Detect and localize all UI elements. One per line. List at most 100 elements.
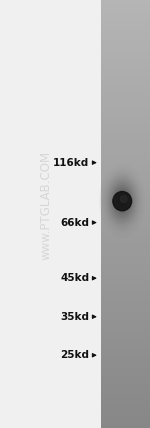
- Bar: [100, 106, 150, 111]
- Text: 25kd: 25kd: [60, 350, 89, 360]
- Bar: [100, 166, 150, 171]
- Bar: [100, 102, 150, 107]
- Bar: [100, 354, 150, 360]
- Bar: [100, 230, 150, 235]
- Ellipse shape: [115, 190, 129, 213]
- Bar: [100, 0, 150, 4]
- Bar: [100, 380, 150, 385]
- Bar: [100, 140, 150, 146]
- Bar: [100, 170, 150, 175]
- Ellipse shape: [116, 192, 128, 211]
- Bar: [100, 406, 150, 411]
- Bar: [100, 367, 150, 372]
- Bar: [100, 290, 150, 295]
- Bar: [100, 16, 150, 21]
- Bar: [100, 192, 150, 197]
- Bar: [100, 256, 150, 261]
- Ellipse shape: [111, 183, 134, 220]
- Bar: [100, 8, 150, 13]
- Text: 45kd: 45kd: [60, 273, 89, 283]
- Bar: [100, 162, 150, 167]
- Ellipse shape: [100, 165, 145, 237]
- Bar: [100, 153, 150, 158]
- Bar: [100, 205, 150, 210]
- Bar: [100, 132, 150, 137]
- Ellipse shape: [110, 181, 135, 222]
- Bar: [100, 93, 150, 98]
- Bar: [100, 243, 150, 248]
- Ellipse shape: [105, 174, 139, 228]
- Bar: [100, 252, 150, 257]
- Bar: [100, 273, 150, 278]
- Bar: [100, 282, 150, 287]
- Bar: [100, 410, 150, 415]
- Bar: [100, 136, 150, 141]
- Bar: [100, 303, 150, 308]
- Bar: [100, 346, 150, 351]
- Bar: [100, 239, 150, 244]
- Ellipse shape: [107, 176, 138, 226]
- Ellipse shape: [114, 187, 131, 215]
- Bar: [100, 115, 150, 120]
- Bar: [100, 393, 150, 398]
- Bar: [100, 46, 150, 51]
- Bar: [100, 342, 150, 347]
- Bar: [100, 128, 150, 133]
- Bar: [100, 89, 150, 94]
- Bar: [100, 200, 150, 205]
- Bar: [100, 55, 150, 60]
- Bar: [100, 423, 150, 428]
- Bar: [100, 333, 150, 338]
- Bar: [100, 316, 150, 321]
- Bar: [100, 359, 150, 364]
- Bar: [100, 260, 150, 265]
- Bar: [100, 350, 150, 355]
- Bar: [100, 119, 150, 124]
- Bar: [100, 29, 150, 34]
- Bar: [100, 183, 150, 188]
- Bar: [100, 312, 150, 317]
- Bar: [100, 21, 150, 26]
- Text: 116kd: 116kd: [53, 158, 89, 168]
- Bar: [100, 85, 150, 90]
- Bar: [100, 110, 150, 116]
- Bar: [100, 98, 150, 103]
- Bar: [100, 123, 150, 128]
- Bar: [100, 196, 150, 201]
- Bar: [100, 324, 150, 330]
- Text: 35kd: 35kd: [60, 312, 89, 322]
- Bar: [100, 269, 150, 274]
- Bar: [100, 320, 150, 325]
- Ellipse shape: [104, 172, 141, 231]
- Bar: [100, 175, 150, 180]
- Bar: [100, 277, 150, 282]
- Bar: [100, 235, 150, 240]
- Bar: [100, 42, 150, 47]
- Ellipse shape: [118, 194, 127, 208]
- Bar: [100, 187, 150, 193]
- Ellipse shape: [113, 192, 132, 211]
- Bar: [100, 179, 150, 184]
- Bar: [100, 222, 150, 227]
- Bar: [100, 12, 150, 17]
- Bar: [100, 286, 150, 291]
- Bar: [100, 389, 150, 394]
- Ellipse shape: [103, 169, 142, 233]
- Bar: [100, 76, 150, 81]
- Bar: [100, 401, 150, 407]
- Bar: [100, 80, 150, 86]
- Bar: [100, 294, 150, 300]
- Ellipse shape: [119, 196, 125, 206]
- Bar: [100, 337, 150, 342]
- Ellipse shape: [108, 178, 136, 224]
- Bar: [100, 59, 150, 64]
- Bar: [100, 397, 150, 402]
- Bar: [100, 51, 150, 56]
- Bar: [100, 209, 150, 214]
- Bar: [100, 158, 150, 163]
- Bar: [100, 72, 150, 77]
- Bar: [100, 68, 150, 73]
- Bar: [100, 3, 150, 9]
- Bar: [100, 217, 150, 223]
- Bar: [100, 145, 150, 150]
